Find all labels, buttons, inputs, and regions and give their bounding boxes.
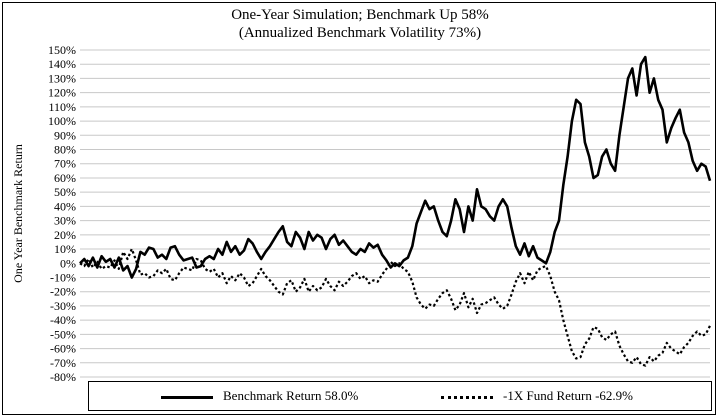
y-tick-label: 50% xyxy=(54,185,76,199)
y-axis-title: One Year Benchmark Return xyxy=(11,144,25,283)
y-tick-label: 0% xyxy=(60,256,76,270)
series-lines xyxy=(79,55,712,367)
chart-title: One-Year Simulation; Benchmark Up 58% xyxy=(231,7,489,23)
y-tick-label: -70% xyxy=(50,356,76,370)
y-tick-label: -30% xyxy=(50,299,76,313)
y-tick-label: 40% xyxy=(54,199,76,213)
chart-frame xyxy=(2,2,716,415)
y-tick-label: 80% xyxy=(54,143,76,157)
y-tick-label: -60% xyxy=(50,342,76,356)
y-tick-labels: 150%140%130%120%110%100%90%80%70%60%50%4… xyxy=(48,43,76,384)
y-tick-label: -20% xyxy=(50,285,76,299)
y-tick-label: 20% xyxy=(54,228,76,242)
y-tick-label: 10% xyxy=(54,242,76,256)
y-tick-label: -50% xyxy=(50,327,76,341)
y-axis-label: One Year Benchmark Return xyxy=(11,144,25,283)
legend-item-benchmark: Benchmark Return 58.0% xyxy=(161,388,358,404)
chart-title-block: One-Year Simulation; Benchmark Up 58% (A… xyxy=(0,6,720,42)
y-tick-label: 120% xyxy=(48,86,76,100)
legend-label-benchmark: Benchmark Return 58.0% xyxy=(223,388,359,403)
y-tick-label: -80% xyxy=(50,370,76,384)
y-tick-label: -40% xyxy=(50,313,76,327)
y-tick-label: 150% xyxy=(48,43,76,57)
chart-subtitle: (Annualized Benchmark Volatility 73%) xyxy=(238,25,482,41)
gridlines xyxy=(80,49,710,378)
y-tick-label: 140% xyxy=(48,57,76,71)
series-line-fund xyxy=(79,247,711,367)
y-tick-label: 70% xyxy=(54,157,76,171)
legend-item-fund: -1X Fund Return -62.9% xyxy=(441,388,633,404)
y-tick-label: 90% xyxy=(54,128,76,142)
y-tick-label: 110% xyxy=(48,100,76,114)
y-tick-label: 100% xyxy=(48,114,76,128)
legend-label-fund: -1X Fund Return -62.9% xyxy=(503,388,633,403)
y-tick-label: 30% xyxy=(54,214,76,228)
legend: Benchmark Return 58.0% -1X Fund Return -… xyxy=(88,381,712,411)
y-tick-label: 130% xyxy=(48,71,76,85)
legend-swatch-dotted xyxy=(441,395,493,399)
series-line-benchmark xyxy=(79,55,712,279)
y-tick-label: 60% xyxy=(54,171,76,185)
legend-swatch-solid xyxy=(161,395,213,399)
y-tick-label: -10% xyxy=(50,270,76,284)
